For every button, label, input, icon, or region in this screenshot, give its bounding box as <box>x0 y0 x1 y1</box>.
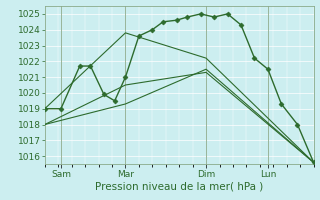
X-axis label: Pression niveau de la mer( hPa ): Pression niveau de la mer( hPa ) <box>95 181 263 191</box>
